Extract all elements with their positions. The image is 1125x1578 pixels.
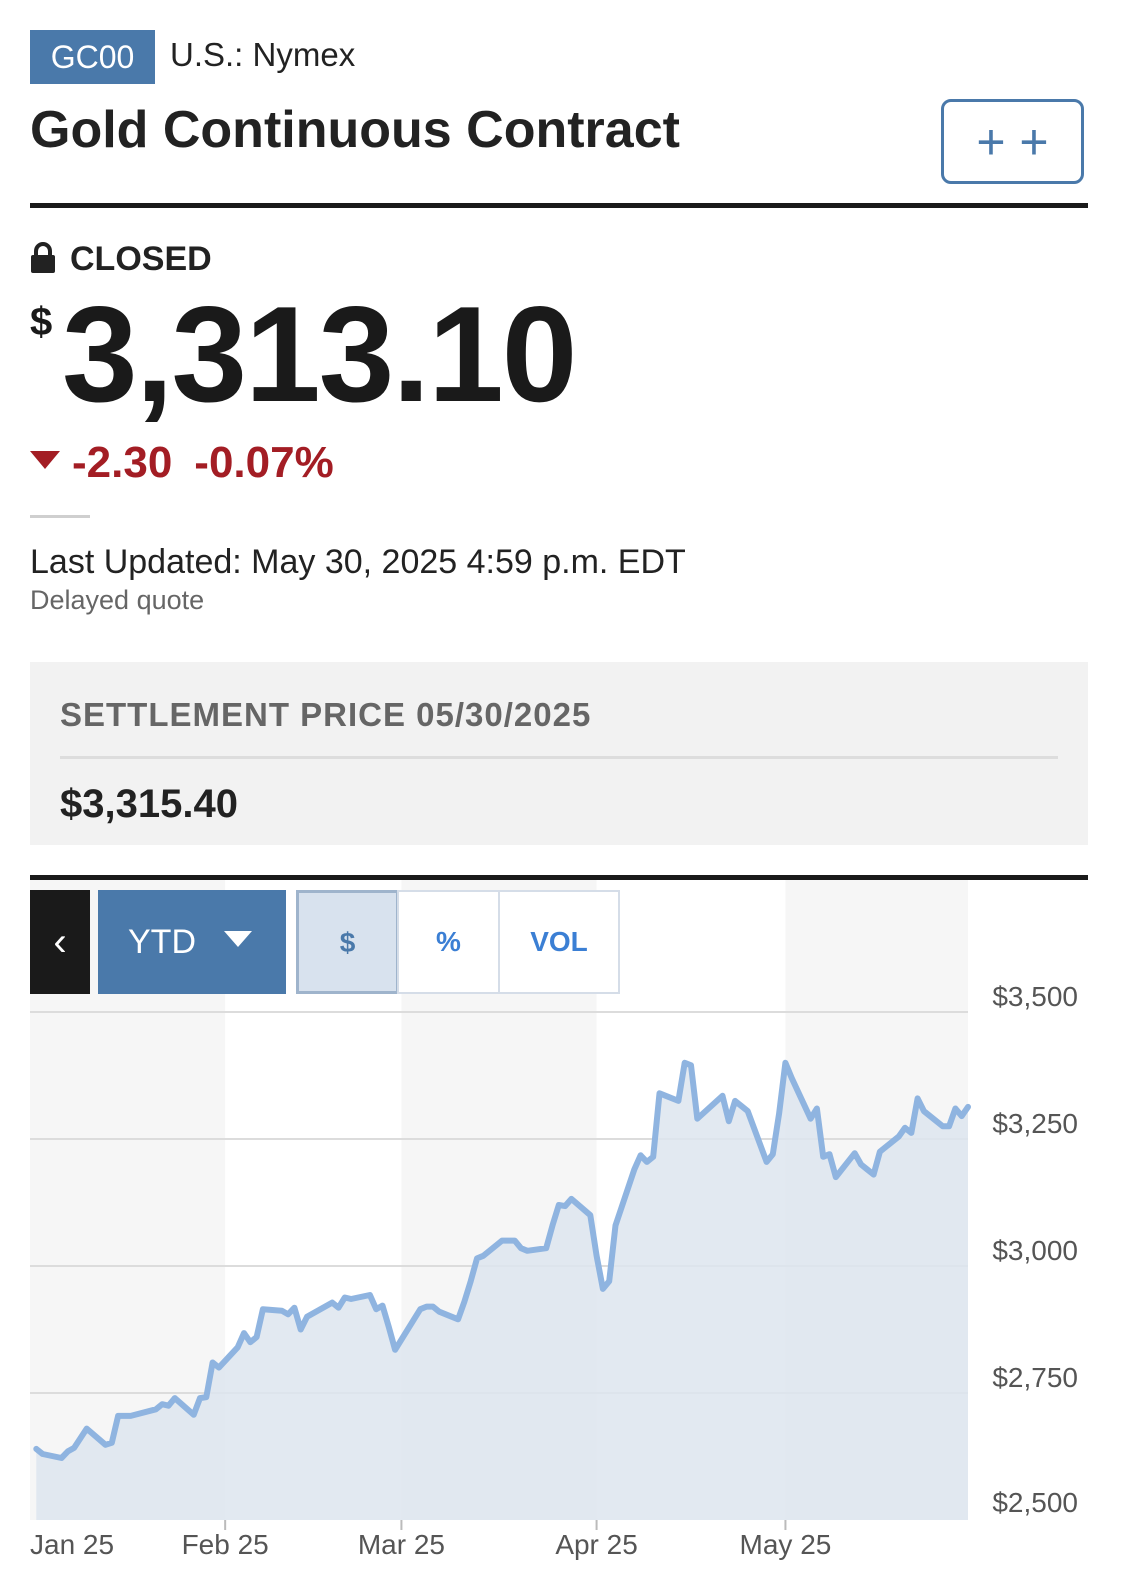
add-to-watchlist-button[interactable]: + + <box>941 99 1084 184</box>
ticker-badge: GC00 <box>30 30 155 84</box>
price-area <box>36 1062 969 1520</box>
last-updated: Last Updated: May 30, 2025 4:59 p.m. EDT <box>30 543 686 581</box>
mode-percent-button[interactable]: % <box>397 890 500 994</box>
header-divider <box>30 203 1088 208</box>
x-tick-label: Mar 25 <box>358 1529 445 1560</box>
market-status: CLOSED <box>30 240 212 283</box>
change-value: -2.30 <box>72 438 173 487</box>
mode-volume-button[interactable]: VOL <box>498 890 620 994</box>
short-divider <box>30 515 90 518</box>
x-tick-label: Apr 25 <box>555 1529 638 1560</box>
settlement-panel: SETTLEMENT PRICE 05/30/2025 $3,315.40 <box>30 662 1088 845</box>
mode-dollar-button[interactable]: $ <box>296 890 399 994</box>
x-tick-label: Feb 25 <box>182 1529 269 1560</box>
y-tick-label: $3,250 <box>992 1108 1078 1139</box>
down-arrow-icon <box>30 451 60 469</box>
y-tick-label: $2,500 <box>992 1487 1078 1518</box>
instrument-name: Gold Continuous Contract <box>30 101 680 159</box>
x-tick-label: May 25 <box>740 1529 832 1560</box>
delayed-quote-note: Delayed quote <box>30 585 205 615</box>
price-line <box>33 1059 971 1461</box>
y-tick-label: $2,750 <box>992 1362 1078 1393</box>
lock-icon <box>30 242 56 283</box>
x-tick-label: Jan 25 <box>30 1529 114 1560</box>
currency-symbol: $ <box>30 300 53 344</box>
settlement-label: SETTLEMENT PRICE 05/30/2025 <box>60 696 592 733</box>
price-chart: $2,500 $2,750 $3,000 $3,250 $3,500 Jan 25 Feb … <box>30 880 1078 1560</box>
y-tick-label: $3,500 <box>992 981 1078 1012</box>
price-change: -2.30 -0.07% <box>30 438 334 488</box>
chevron-left-icon: ‹ <box>53 920 67 964</box>
last-price: 3,313.10 <box>62 278 577 430</box>
chart-divider <box>30 875 1088 880</box>
chart-back-button[interactable]: ‹ <box>30 890 90 994</box>
market-status-label: CLOSED <box>70 240 212 278</box>
change-percent: -0.07% <box>194 438 334 487</box>
y-tick-label: $3,000 <box>992 1235 1078 1266</box>
caret-down-icon <box>224 931 252 947</box>
range-dropdown[interactable]: YTD <box>98 890 286 994</box>
range-label: YTD <box>128 923 196 961</box>
settlement-divider <box>60 756 1058 759</box>
exchange-label: U.S.: Nymex <box>170 36 356 73</box>
settlement-value: $3,315.40 <box>60 782 238 826</box>
